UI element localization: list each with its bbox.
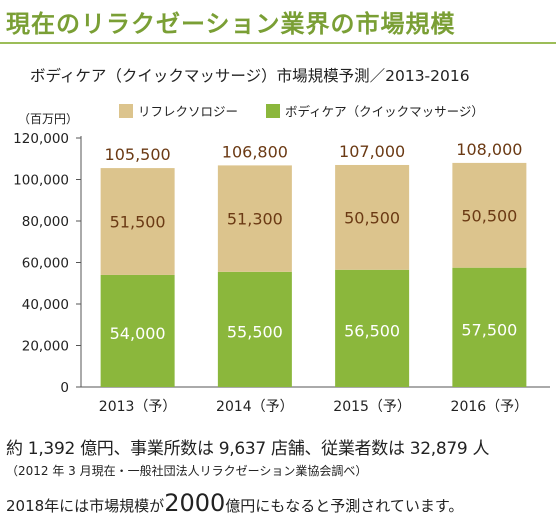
market-summary: 約 1,392 億円、事業所数は 9,637 店舗、従業者数は 32,879 人 — [6, 439, 490, 459]
y-tick-label: 40,000 — [22, 297, 69, 313]
legend-swatch-bodycare — [266, 103, 281, 118]
bar-reflexology — [335, 164, 410, 270]
legend-swatch-reflexology — [119, 103, 133, 118]
bar-reflexology — [452, 162, 527, 268]
bar-bodycare — [335, 269, 410, 387]
bar-reflexology — [100, 168, 175, 275]
y-tick-label: 120,000 — [13, 131, 69, 147]
bar-bodycare — [452, 267, 527, 387]
data-label-total: 106,800 — [222, 142, 288, 161]
data-label-total: 105,500 — [105, 145, 171, 164]
chart-legend: リフレクソロジー ボディケア（クイックマッサージ） — [119, 101, 512, 120]
data-label-reflexology: 50,500 — [344, 208, 400, 227]
forecast-before: 2018年には市場規模が — [6, 497, 165, 515]
forecast-after: 億円にもなると予測されています。 — [225, 497, 464, 515]
bar-bodycare — [100, 274, 175, 387]
x-tick-label: 2013（予） — [99, 399, 177, 415]
y-axis-unit: （百万円） — [18, 112, 79, 126]
legend-item-bodycare: ボディケア（クイックマッサージ） — [266, 101, 484, 120]
x-tick-label: 2014（予） — [216, 399, 294, 415]
data-label-total: 107,000 — [339, 142, 405, 161]
forecast-value: 2000 — [164, 489, 226, 517]
x-tick-label: 2015（予） — [333, 399, 411, 415]
data-label-bodycare: 54,000 — [110, 324, 166, 343]
data-label-bodycare: 56,500 — [344, 321, 400, 340]
data-label-bodycare: 57,500 — [461, 320, 517, 339]
data-label-reflexology: 51,300 — [227, 210, 283, 229]
data-label-total: 108,000 — [456, 140, 522, 159]
legend-item-reflexology: リフレクソロジー — [119, 101, 238, 120]
bar-reflexology — [217, 165, 292, 272]
data-label-reflexology: 50,500 — [461, 206, 517, 225]
legend-label-bodycare: ボディケア（クイックマッサージ） — [285, 104, 484, 119]
source-note: （2012 年 3 月現在・一般社団法人リラクゼーション業協会調べ） — [6, 464, 368, 478]
stacked-bar-chart: 0 20,000 40,000 60,000 80,000 100,000 120,000 5… — [13, 131, 550, 415]
legend-label-reflexology: リフレクソロジー — [138, 104, 239, 119]
title-divider — [0, 42, 556, 44]
x-tick-label: 2016（予） — [451, 399, 529, 415]
data-label-bodycare: 55,500 — [227, 322, 283, 341]
y-tick-label: 0 — [60, 380, 69, 396]
y-tick-label: 100,000 — [13, 173, 69, 189]
y-tick-label: 20,000 — [22, 339, 69, 355]
page-title: 現在のリラクゼーション業界の市場規模 — [6, 10, 456, 38]
y-tick-label: 80,000 — [22, 214, 69, 230]
chart-title: ボディケア（クイックマッサージ）市場規模予測／2013-2016 — [30, 67, 470, 85]
y-tick-label: 60,000 — [22, 256, 69, 272]
bar-bodycare — [217, 271, 292, 387]
data-label-reflexology: 51,500 — [110, 213, 166, 232]
forecast-text: 2018年には市場規模が2000億円にもなると予測されています。 — [6, 489, 463, 517]
